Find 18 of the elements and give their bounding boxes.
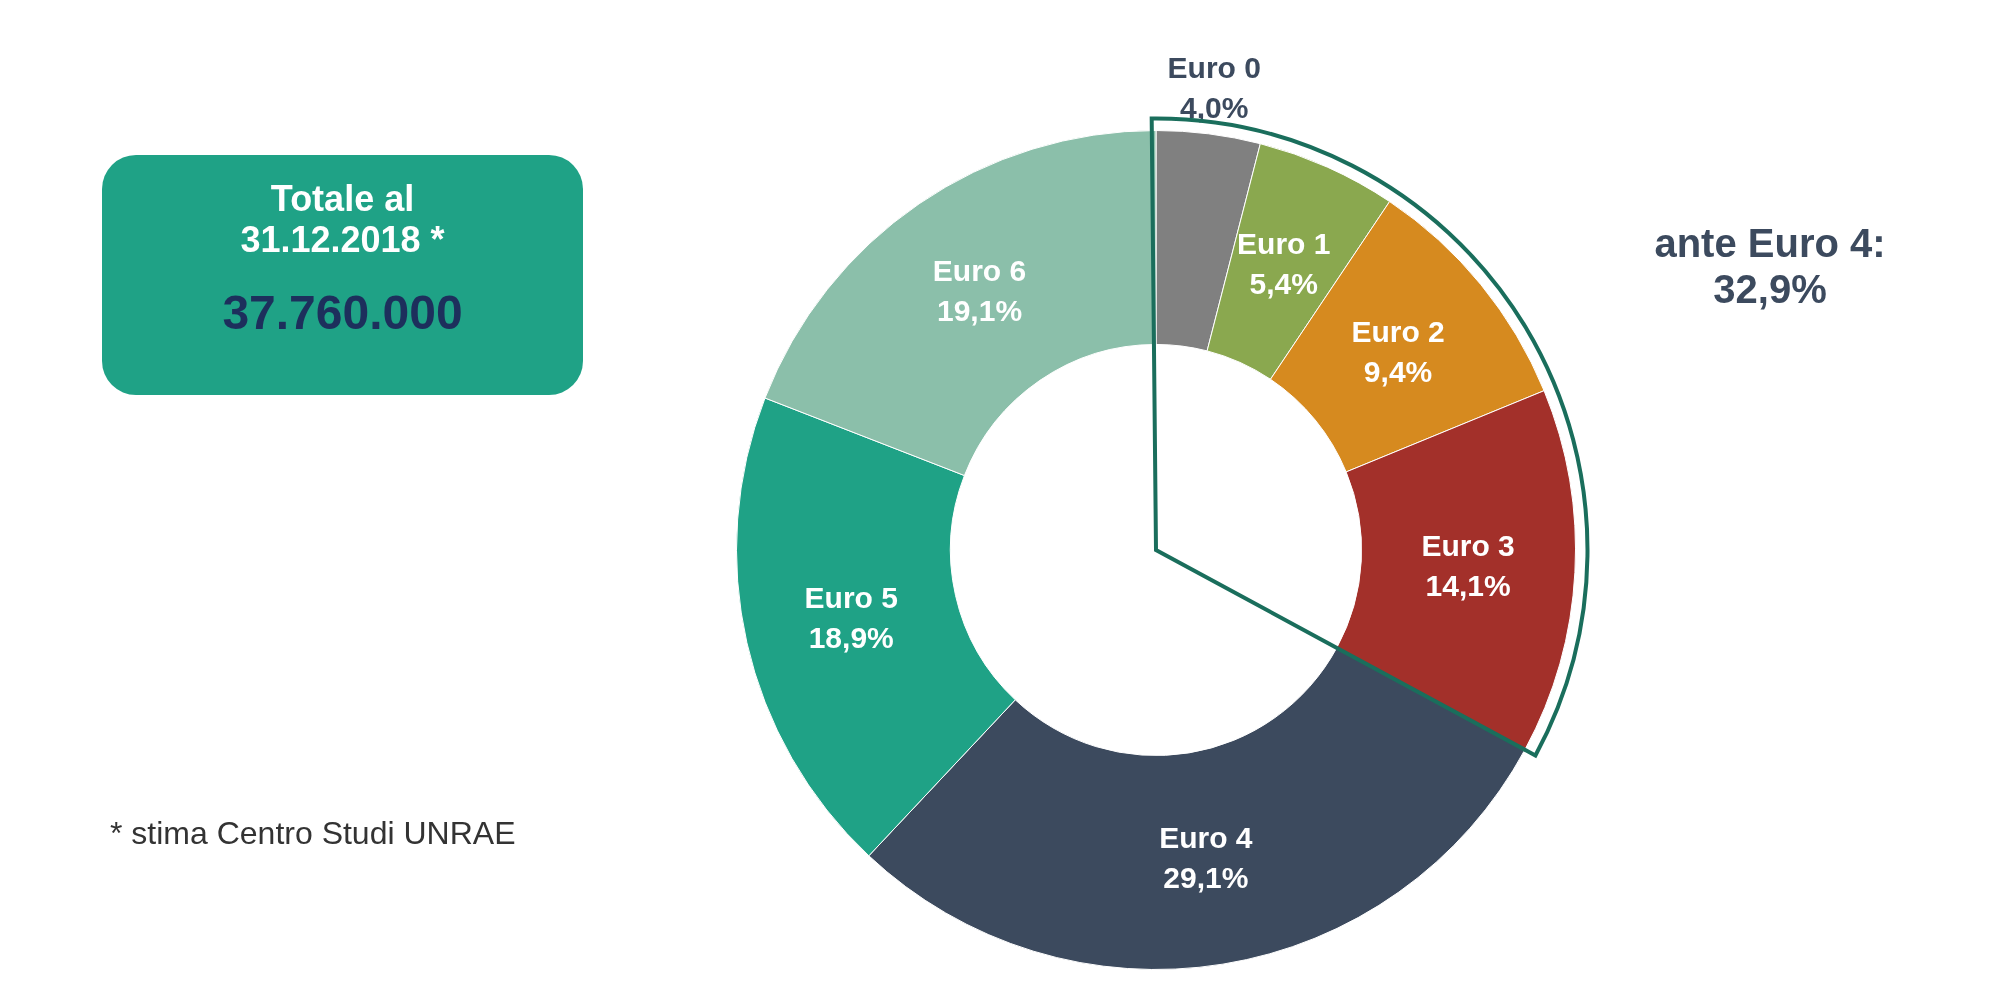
data-label: 9,4% <box>1363 354 1433 388</box>
slice-label: Euro 6 <box>932 254 1027 288</box>
data-label: 4,0% <box>1180 91 1249 125</box>
data-label: 29,1% <box>1163 860 1249 894</box>
text: * stima Centro Studi UNRAE <box>110 815 517 852</box>
data-label: 5,4% <box>1249 267 1318 301</box>
slice-label: Euro 4 <box>1159 820 1253 854</box>
slice-label: Euro 2 <box>1351 314 1445 348</box>
slice-label: Euro 3 <box>1421 528 1515 562</box>
slice-label: Euro 1 <box>1237 227 1331 261</box>
data-label: 14,1% <box>1425 568 1511 602</box>
text: Totale al 31.12.2018 * <box>239 178 446 261</box>
text: 37.760.000 <box>221 285 464 341</box>
slice-label: Euro 5 <box>804 581 898 615</box>
text: ante Euro 4: 32,9% <box>1653 220 1887 312</box>
data-label: 19,1% <box>936 294 1023 328</box>
data-label: 18,9% <box>808 621 894 655</box>
slice-label: Euro 0 <box>1167 51 1261 85</box>
